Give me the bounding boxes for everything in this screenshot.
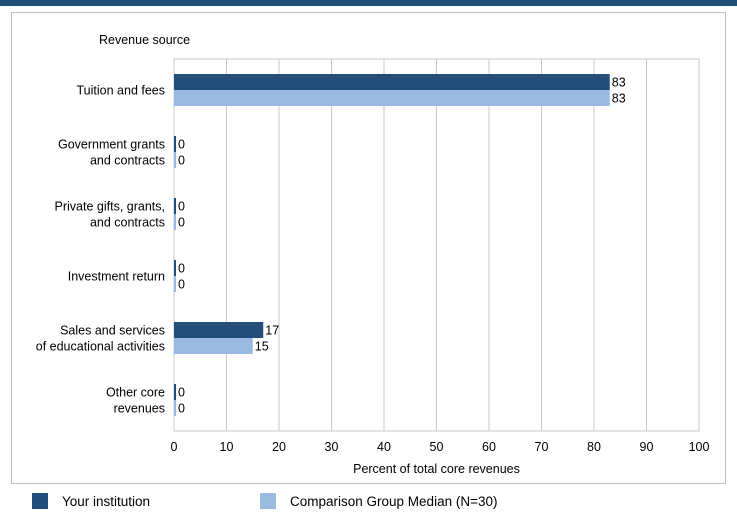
category-labels: Tuition and fees Government grants and con…	[36, 84, 165, 416]
category-label: and contracts	[90, 216, 165, 230]
bar	[174, 384, 176, 400]
bar-chart: Revenue source 83 83 0 0 0 0 0 0 17 15 0 0 Tuition …	[36, 33, 710, 476]
x-tick-label: 40	[377, 440, 391, 454]
bar	[174, 90, 610, 106]
x-tick-label: 30	[325, 440, 339, 454]
bar	[174, 198, 176, 214]
data-label: 0	[178, 262, 185, 276]
x-axis-label: Percent of total core revenues	[353, 462, 520, 476]
data-label: 0	[178, 154, 185, 168]
top-accent-bar	[0, 0, 737, 6]
x-tick-label: 100	[689, 440, 710, 454]
category-label: of educational activities	[36, 340, 165, 354]
bar	[174, 136, 176, 152]
bars: 83 83 0 0 0 0 0 0 17 15 0 0	[174, 74, 626, 416]
x-tick-label: 80	[587, 440, 601, 454]
x-tick-label: 90	[640, 440, 654, 454]
category-label: Other core	[106, 386, 165, 400]
data-label: 0	[178, 386, 185, 400]
category-label: Tuition and fees	[77, 84, 165, 98]
plot-area	[173, 58, 700, 432]
x-tick-label: 60	[482, 440, 496, 454]
legend-label-your-institution: Your institution	[62, 493, 151, 509]
x-tick-label: 10	[220, 440, 234, 454]
legend-comparison-group: Comparison Group Median (N=30)	[260, 490, 497, 512]
bar	[174, 214, 176, 230]
bar	[174, 74, 610, 90]
bar	[174, 276, 176, 292]
data-label: 0	[178, 402, 185, 416]
data-label: 0	[178, 200, 185, 214]
data-label: 0	[178, 216, 185, 230]
legend-your-institution: Your institution	[32, 490, 150, 512]
x-tick-label: 20	[272, 440, 286, 454]
data-label: 83	[612, 76, 626, 90]
legend-label-comparison-group: Comparison Group Median (N=30)	[290, 493, 498, 509]
x-tick-label: 70	[535, 440, 549, 454]
bar	[174, 338, 253, 354]
chart-title: Revenue source	[99, 33, 190, 47]
category-label: Private gifts, grants,	[55, 200, 165, 214]
data-label: 0	[178, 138, 185, 152]
category-label: Government grants	[58, 138, 165, 152]
category-label: revenues	[114, 402, 165, 416]
x-tick-labels: 0 10 20 30 40 50 60 70 80 90 100	[171, 440, 710, 454]
bar	[174, 152, 176, 168]
bar	[174, 400, 176, 416]
x-tick-label: 50	[430, 440, 444, 454]
category-label: and contracts	[90, 154, 165, 168]
bar	[174, 260, 176, 276]
data-label: 17	[265, 324, 279, 338]
legend-swatch-comparison-group	[260, 493, 276, 509]
gridlines	[173, 58, 700, 432]
category-label: Sales and services	[60, 324, 165, 338]
data-label: 0	[178, 278, 185, 292]
x-tick-label: 0	[171, 440, 178, 454]
data-label: 83	[612, 92, 626, 106]
bar	[174, 322, 264, 338]
category-label: Investment return	[68, 270, 165, 284]
data-label: 15	[255, 340, 269, 354]
legend-swatch-your-institution	[32, 493, 48, 509]
